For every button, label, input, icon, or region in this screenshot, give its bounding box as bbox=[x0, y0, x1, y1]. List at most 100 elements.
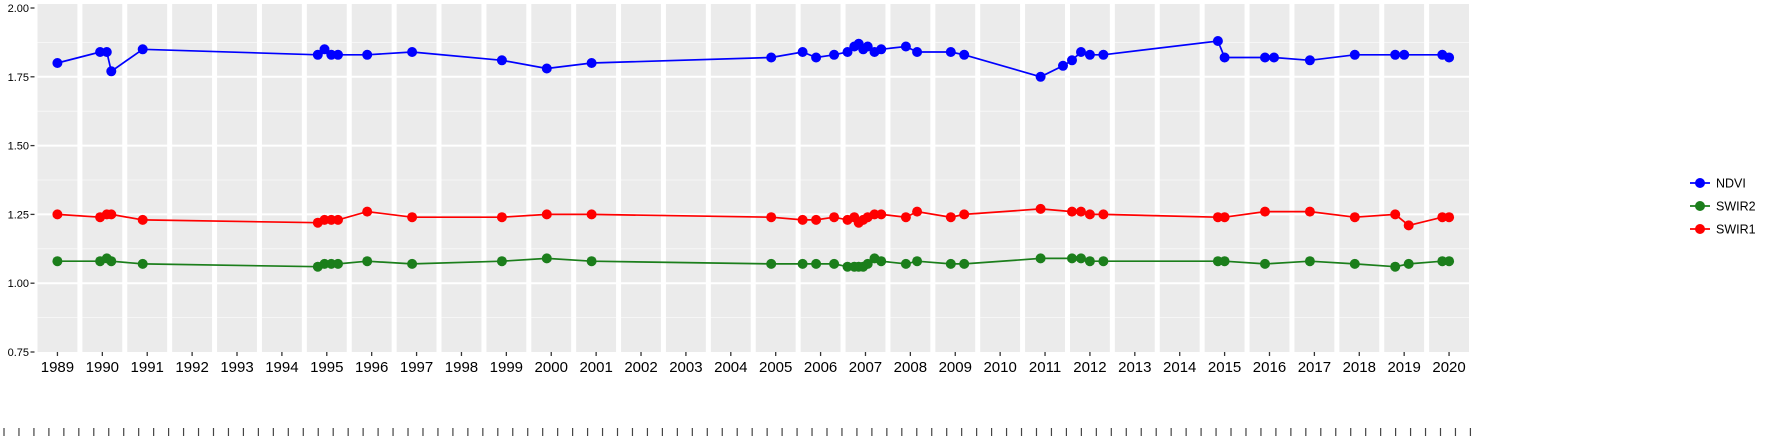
data-point-NDVI bbox=[1067, 55, 1077, 66]
legend-item-NDVI: NDVI bbox=[1690, 177, 1746, 191]
x-tick-label: 1995 bbox=[310, 359, 343, 376]
data-point-NDVI bbox=[586, 58, 597, 68]
data-point-SWIR1 bbox=[1403, 220, 1414, 231]
y-axis: 2.00 1.75 1.50 1.25 1.00 0.75 bbox=[8, 3, 35, 359]
data-point-SWIR2 bbox=[862, 258, 873, 269]
data-point-NDVI bbox=[1219, 52, 1230, 63]
gridlines-vertical bbox=[32, 4, 1474, 352]
data-point-SWIR1 bbox=[829, 212, 840, 223]
data-point-SWIR1 bbox=[106, 209, 117, 220]
x-tick-label: 1999 bbox=[490, 359, 523, 376]
x-tick-label: 2018 bbox=[1343, 359, 1376, 376]
x-tick-label: 1994 bbox=[265, 359, 298, 376]
data-point-NDVI bbox=[1444, 52, 1455, 63]
x-tick-label: 2013 bbox=[1118, 359, 1151, 376]
data-point-NDVI bbox=[1212, 36, 1223, 46]
y-tick-label: 2.00 bbox=[8, 3, 29, 15]
data-point-NDVI bbox=[541, 63, 552, 74]
data-point-SWIR1 bbox=[811, 214, 822, 225]
data-point-SWIR2 bbox=[829, 258, 840, 269]
series-NDVI-points bbox=[52, 36, 1455, 82]
data-point-SWIR2 bbox=[1084, 256, 1095, 267]
data-point-SWIR1 bbox=[900, 212, 911, 223]
data-point-SWIR1 bbox=[496, 212, 507, 223]
y-tick-label: 1.00 bbox=[8, 278, 29, 290]
data-point-NDVI bbox=[1058, 60, 1068, 71]
x-tick-label: 2019 bbox=[1387, 359, 1420, 376]
data-point-SWIR2 bbox=[586, 256, 597, 267]
data-point-SWIR1 bbox=[1390, 209, 1401, 220]
x-tick-label: 1993 bbox=[220, 359, 253, 376]
data-point-NDVI bbox=[1349, 49, 1360, 60]
data-point-SWIR1 bbox=[1444, 212, 1455, 223]
data-point-NDVI bbox=[312, 49, 323, 60]
data-point-SWIR1 bbox=[1084, 209, 1095, 220]
x-tick-label: 2014 bbox=[1163, 359, 1196, 376]
data-point-SWIR1 bbox=[1076, 206, 1086, 217]
data-point-SWIR1 bbox=[137, 214, 148, 225]
data-point-SWIR2 bbox=[1067, 253, 1077, 264]
data-point-SWIR2 bbox=[137, 258, 148, 269]
y-tick-label: 0.75 bbox=[8, 347, 29, 359]
data-point-NDVI bbox=[912, 47, 923, 57]
data-point-SWIR2 bbox=[52, 256, 63, 267]
data-point-SWIR1 bbox=[945, 212, 956, 223]
data-point-NDVI bbox=[1304, 55, 1315, 66]
data-point-SWIR1 bbox=[1260, 206, 1270, 217]
x-tick-label: 2015 bbox=[1208, 359, 1241, 376]
x-tick-label: 2001 bbox=[579, 359, 612, 376]
data-point-SWIR2 bbox=[1444, 256, 1455, 267]
y-tick-label: 1.75 bbox=[8, 72, 29, 84]
data-point-SWIR2 bbox=[541, 253, 552, 264]
x-tick-label: 1989 bbox=[41, 359, 74, 376]
data-point-SWIR2 bbox=[945, 258, 956, 269]
x-tick-label: 1992 bbox=[175, 359, 208, 376]
legend-key-dot bbox=[1695, 201, 1705, 211]
data-point-SWIR2 bbox=[362, 256, 373, 267]
legend-item-SWIR1: SWIR1 bbox=[1690, 223, 1756, 237]
data-point-SWIR1 bbox=[362, 206, 373, 217]
data-point-NDVI bbox=[106, 66, 117, 77]
data-point-SWIR1 bbox=[52, 209, 63, 220]
data-point-SWIR2 bbox=[1349, 258, 1360, 269]
data-point-SWIR1 bbox=[1304, 206, 1315, 217]
data-point-SWIR2 bbox=[797, 258, 808, 269]
data-point-NDVI bbox=[959, 49, 970, 60]
data-point-SWIR1 bbox=[959, 209, 970, 220]
data-point-SWIR1 bbox=[1067, 206, 1077, 217]
data-point-SWIR1 bbox=[541, 209, 552, 220]
x-tick-label: 2008 bbox=[894, 359, 927, 376]
data-point-SWIR2 bbox=[1035, 253, 1046, 264]
data-point-SWIR1 bbox=[797, 214, 808, 225]
x-tick-label: 1996 bbox=[355, 359, 388, 376]
data-point-SWIR1 bbox=[1349, 212, 1360, 223]
data-point-NDVI bbox=[829, 49, 840, 60]
x-tick-label: 1990 bbox=[86, 359, 119, 376]
data-point-NDVI bbox=[1269, 52, 1279, 63]
data-point-NDVI bbox=[766, 52, 777, 63]
data-point-NDVI bbox=[876, 44, 887, 55]
data-point-NDVI bbox=[1399, 49, 1410, 60]
data-point-NDVI bbox=[101, 47, 112, 57]
data-point-NDVI bbox=[811, 52, 822, 63]
data-point-SWIR2 bbox=[766, 258, 777, 269]
legend-label: SWIR2 bbox=[1716, 200, 1756, 214]
data-point-SWIR2 bbox=[900, 258, 911, 269]
legend-item-SWIR2: SWIR2 bbox=[1690, 200, 1756, 214]
x-tick-label: 2006 bbox=[804, 359, 837, 376]
data-point-SWIR1 bbox=[912, 206, 923, 217]
data-point-NDVI bbox=[496, 55, 507, 66]
data-point-NDVI bbox=[1035, 71, 1046, 82]
x-tick-label: 2009 bbox=[939, 359, 972, 376]
data-point-NDVI bbox=[797, 47, 808, 57]
data-point-NDVI bbox=[52, 58, 63, 68]
x-tick-label: 2017 bbox=[1298, 359, 1331, 376]
x-tick-label: 2005 bbox=[759, 359, 792, 376]
data-point-SWIR2 bbox=[106, 256, 117, 267]
x-axis: 1989 1990 1991 1992 1993 1994 1995 1996 1997 1998… bbox=[41, 352, 1466, 376]
x-tick-label: 2012 bbox=[1073, 359, 1106, 376]
legend-key-dot bbox=[1695, 224, 1705, 234]
x-tick-label: 2007 bbox=[849, 359, 882, 376]
data-point-SWIR1 bbox=[1035, 203, 1046, 214]
